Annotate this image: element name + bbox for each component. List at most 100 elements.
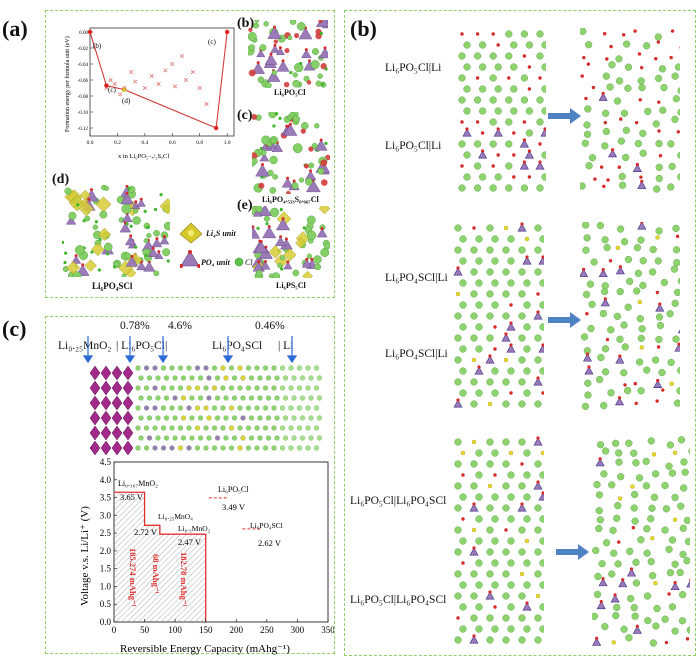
atom-o — [512, 175, 516, 179]
interface-atom — [169, 365, 175, 371]
fe-xtick-label: 0.6 — [169, 140, 176, 146]
po4-tetrahedron — [653, 379, 663, 389]
atom-li — [317, 167, 325, 175]
atom-li — [489, 184, 497, 192]
po4-tetrahedron — [615, 266, 625, 275]
interface-atom — [163, 375, 170, 381]
interface-atom — [248, 395, 255, 401]
atom-li — [491, 515, 499, 523]
interface-atom — [160, 365, 167, 371]
atom-li — [475, 279, 483, 287]
atom-li — [612, 612, 620, 620]
po4-tetrahedron — [533, 437, 543, 446]
atom-li — [637, 236, 645, 244]
atom-li — [311, 142, 318, 149]
atom-li — [665, 462, 673, 470]
atom-li — [491, 367, 499, 375]
atom-li — [491, 257, 499, 265]
po4-tetrahedron — [274, 236, 287, 247]
li4s-unit — [84, 259, 97, 272]
atom-li — [459, 581, 467, 589]
atom-o — [74, 254, 78, 258]
atom-li — [505, 30, 513, 38]
interface-atom — [194, 365, 201, 371]
interface-atom — [299, 375, 306, 381]
atom-li — [636, 358, 644, 366]
atom-li — [523, 389, 531, 397]
atom-li — [486, 312, 494, 320]
atom-li — [75, 245, 85, 255]
atom-li — [257, 76, 265, 83]
atom-li — [539, 515, 544, 523]
interface-atom — [291, 395, 297, 401]
atom-li — [653, 604, 661, 613]
atom-li — [313, 255, 322, 264]
atom-li — [582, 290, 591, 299]
atom-li — [596, 516, 604, 524]
atom-li — [616, 287, 624, 296]
atom-li — [539, 537, 544, 545]
atom-li — [667, 183, 675, 191]
atom-o — [582, 55, 586, 60]
atom-li — [639, 129, 647, 137]
atom-li — [459, 625, 467, 633]
atom-li — [454, 548, 462, 556]
atom-li — [84, 215, 91, 222]
fe-scatter-point — [112, 81, 117, 87]
atom-li — [592, 546, 600, 555]
interface-atom — [316, 375, 323, 381]
atom-li — [534, 614, 542, 622]
atom-li — [294, 62, 304, 73]
atom-li — [507, 515, 515, 523]
interface-atom — [203, 365, 209, 371]
atom-li — [162, 248, 170, 257]
atom-cl — [324, 141, 328, 145]
atom-li — [659, 106, 667, 114]
atom-li — [668, 536, 677, 544]
interface-atom — [180, 435, 187, 441]
li4s-unit — [268, 245, 283, 259]
po4-tetrahedron — [136, 198, 146, 207]
interface-atom — [254, 385, 260, 391]
atom-li — [518, 548, 526, 556]
atom-cl — [299, 61, 303, 66]
atom-cl — [280, 267, 284, 271]
interface-atom — [152, 445, 158, 451]
atom-li — [486, 570, 494, 578]
atom-li — [607, 389, 615, 397]
atom-o — [629, 567, 634, 571]
atom-o — [258, 182, 265, 189]
po4-tetrahedron — [595, 458, 605, 467]
atom-li — [474, 96, 482, 104]
interface-atom — [279, 425, 286, 431]
interface-atom — [262, 385, 269, 391]
interface-atom — [262, 425, 269, 431]
atom-li — [654, 257, 662, 265]
atom-cl — [302, 226, 306, 230]
interface-label-po4scl: Li₆PO₄SCl — [212, 340, 263, 352]
atom-li — [270, 138, 277, 144]
interface-atom — [220, 405, 226, 411]
atom-o — [491, 164, 495, 168]
atom-li — [541, 41, 546, 49]
atom-li — [630, 504, 638, 512]
atom-li — [459, 389, 467, 397]
atom-s — [651, 452, 657, 457]
atom-li — [632, 558, 640, 566]
atom-s — [508, 450, 514, 456]
atom-o — [488, 590, 492, 594]
atom-o — [472, 502, 476, 506]
atom-li — [475, 515, 483, 523]
atom-li — [486, 438, 494, 446]
interface-atom — [146, 375, 153, 381]
interface-atom — [138, 395, 144, 401]
v-xtick-label: 250 — [260, 625, 274, 635]
atom-o — [493, 325, 497, 329]
atom-li — [518, 334, 526, 342]
crystal-struct-d — [62, 185, 170, 277]
atom-li — [454, 504, 462, 512]
po4-tetrahedron — [276, 60, 290, 72]
atom-li — [580, 333, 589, 341]
atom-o — [595, 636, 599, 640]
point-d-label: (d) — [122, 97, 131, 105]
